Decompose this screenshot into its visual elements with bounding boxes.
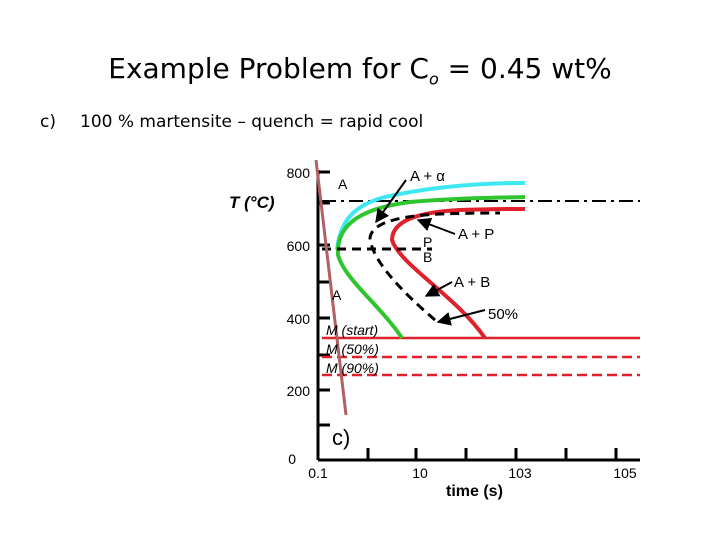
- dashed-50-curve: [368, 211, 501, 322]
- label-a-plus-p: A + P: [458, 226, 494, 243]
- subtitle-text: 100 % martensite – quench = rapid cool: [80, 112, 424, 132]
- green-curve: [335, 195, 526, 340]
- y-axis-title: T (°C): [229, 193, 275, 212]
- arrow-a-p: [416, 217, 456, 235]
- title-suffix: = 0.45 wt%: [438, 52, 612, 85]
- arrow-50: [436, 309, 486, 326]
- y-label-400: 400: [287, 311, 311, 327]
- title-prefix: Example Problem for C: [108, 52, 429, 85]
- label-a-top: A: [338, 176, 348, 192]
- y-label-800: 800: [287, 165, 311, 181]
- label-p: P: [423, 234, 432, 250]
- cyan-curve: [335, 181, 526, 251]
- arrow-a-b: [424, 281, 453, 297]
- label-m-start: M (start): [326, 322, 378, 338]
- label-b: B: [423, 249, 432, 265]
- x-label-10-3: 103: [508, 465, 532, 481]
- label-m-50: M (50%): [326, 341, 379, 357]
- slide-title: Example Problem for Co = 0.45 wt%: [0, 52, 720, 89]
- title-subscript: o: [428, 69, 439, 89]
- quench-path: [314, 159, 348, 416]
- label-a-bottom: A: [332, 287, 342, 303]
- x-label-0-1: 0.1: [308, 465, 328, 481]
- label-a-plus-alpha: A + α: [410, 168, 445, 185]
- x-axis-title: time (s): [446, 483, 503, 500]
- label-50-percent: 50%: [488, 306, 518, 323]
- label-a-plus-b: A + B: [454, 274, 490, 291]
- label-m-90: M (90%): [326, 360, 379, 376]
- arrow-a-alpha: [375, 179, 407, 224]
- x-label-10-5: 105: [613, 465, 637, 481]
- y-label-0: 0: [288, 451, 296, 467]
- x-label-10: 10: [412, 465, 428, 481]
- y-label-600: 600: [287, 238, 311, 254]
- subtitle-letter: c): [40, 112, 56, 132]
- quench-path-label: c): [332, 425, 350, 450]
- y-label-200: 200: [287, 383, 311, 399]
